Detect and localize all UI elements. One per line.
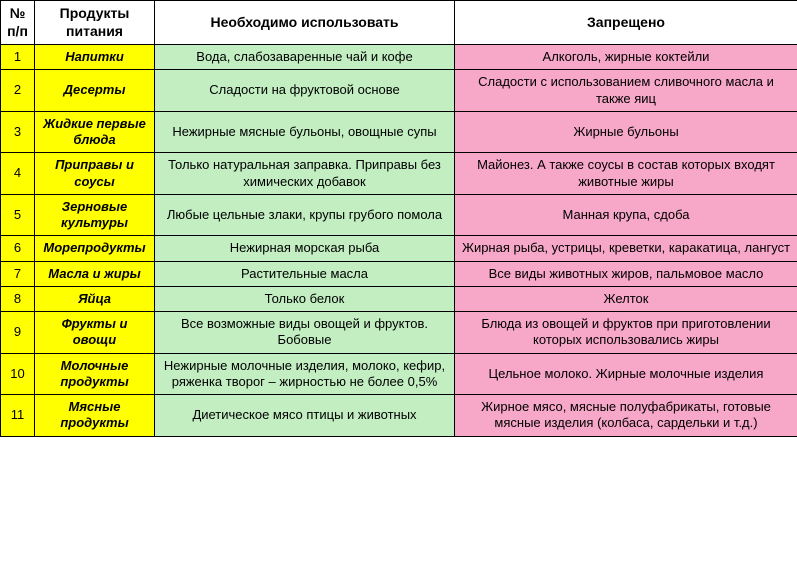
table-row: 4Приправы и соусыТолько натуральная запр… (1, 153, 797, 195)
food-table: № п/п Продукты питания Необходимо исполь… (0, 0, 797, 437)
header-category: Продукты питания (35, 1, 155, 45)
row-category: Масла и жиры (35, 261, 155, 286)
table-row: 9Фрукты и овощиВсе возможные виды овощей… (1, 312, 797, 354)
row-use: Только белок (155, 286, 455, 311)
table-row: 6МорепродуктыНежирная морская рыбаЖирная… (1, 236, 797, 261)
row-ban: Жирная рыба, устрицы, креветки, каракати… (455, 236, 797, 261)
row-num: 11 (1, 395, 35, 437)
row-category: Напитки (35, 45, 155, 70)
table-row: 2ДесертыСладости на фруктовой основеСлад… (1, 70, 797, 112)
row-use: Сладости на фруктовой основе (155, 70, 455, 112)
row-category: Морепродукты (35, 236, 155, 261)
row-num: 10 (1, 353, 35, 395)
row-category: Десерты (35, 70, 155, 112)
row-num: 4 (1, 153, 35, 195)
row-use: Нежирные мясные бульоны, овощные супы (155, 111, 455, 153)
row-category: Жидкие первые блюда (35, 111, 155, 153)
row-num: 9 (1, 312, 35, 354)
header-num: № п/п (1, 1, 35, 45)
row-num: 3 (1, 111, 35, 153)
table-header-row: № п/п Продукты питания Необходимо исполь… (1, 1, 797, 45)
row-use: Вода, слабозаваренные чай и кофе (155, 45, 455, 70)
row-ban: Цельное молоко. Жирные молочные изделия (455, 353, 797, 395)
table-row: 5Зерновые культурыЛюбые цельные злаки, к… (1, 194, 797, 236)
row-ban: Алкоголь, жирные коктейли (455, 45, 797, 70)
row-ban: Все виды животных жиров, пальмовое масло (455, 261, 797, 286)
row-use: Только натуральная заправка. Приправы бе… (155, 153, 455, 195)
row-ban: Майонез. А также соусы в состав которых … (455, 153, 797, 195)
row-use: Нежирная морская рыба (155, 236, 455, 261)
row-num: 1 (1, 45, 35, 70)
table-row: 7Масла и жирыРастительные маслаВсе виды … (1, 261, 797, 286)
row-ban: Желток (455, 286, 797, 311)
row-use: Все возможные виды овощей и фруктов. Боб… (155, 312, 455, 354)
row-ban: Блюда из овощей и фруктов при приготовле… (455, 312, 797, 354)
row-num: 5 (1, 194, 35, 236)
row-category: Мясные продукты (35, 395, 155, 437)
row-num: 8 (1, 286, 35, 311)
row-use: Растительные масла (155, 261, 455, 286)
row-category: Приправы и соусы (35, 153, 155, 195)
row-num: 2 (1, 70, 35, 112)
row-category: Фрукты и овощи (35, 312, 155, 354)
table-body: 1НапиткиВода, слабозаваренные чай и кофе… (1, 45, 797, 437)
row-category: Зерновые культуры (35, 194, 155, 236)
row-use: Любые цельные злаки, крупы грубого помол… (155, 194, 455, 236)
table-row: 1НапиткиВода, слабозаваренные чай и кофе… (1, 45, 797, 70)
row-ban: Жирные бульоны (455, 111, 797, 153)
row-ban: Жирное мясо, мясные полуфабрикаты, готов… (455, 395, 797, 437)
header-ban: Запрещено (455, 1, 797, 45)
row-ban: Сладости с использованием сливочного мас… (455, 70, 797, 112)
table-row: 11Мясные продуктыДиетическое мясо птицы … (1, 395, 797, 437)
row-num: 7 (1, 261, 35, 286)
table-row: 3Жидкие первые блюдаНежирные мясные буль… (1, 111, 797, 153)
table-row: 8ЯйцаТолько белокЖелток (1, 286, 797, 311)
row-ban: Манная крупа, сдоба (455, 194, 797, 236)
row-category: Яйца (35, 286, 155, 311)
table-row: 10Молочные продуктыНежирные молочные изд… (1, 353, 797, 395)
header-use: Необходимо использовать (155, 1, 455, 45)
row-num: 6 (1, 236, 35, 261)
row-category: Молочные продукты (35, 353, 155, 395)
row-use: Диетическое мясо птицы и животных (155, 395, 455, 437)
row-use: Нежирные молочные изделия, молоко, кефир… (155, 353, 455, 395)
